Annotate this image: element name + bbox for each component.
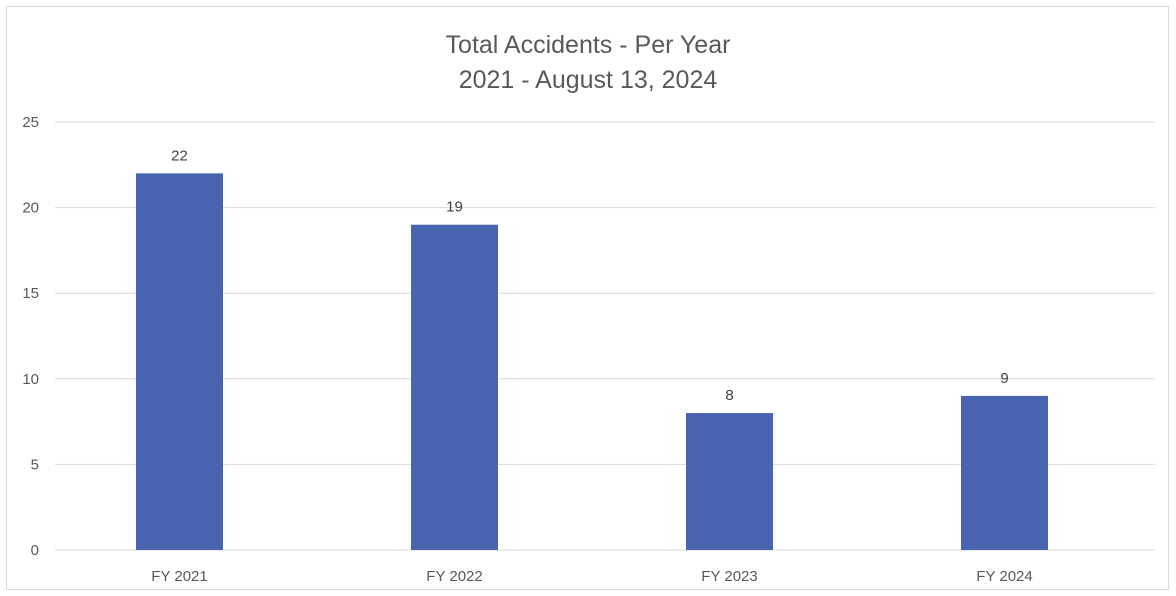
bar [411, 224, 498, 550]
data-labels: 22 19 8 9 [171, 147, 1009, 404]
data-label: 8 [725, 387, 733, 404]
y-tick-label: 0 [31, 542, 39, 559]
bars [136, 173, 1048, 551]
data-label: 22 [171, 147, 188, 164]
x-axis-tick-labels: FY 2021 FY 2022 FY 2023 FY 2024 [151, 568, 1032, 585]
x-tick-label: FY 2023 [701, 568, 757, 585]
bar [686, 413, 773, 550]
x-tick-label: FY 2021 [151, 568, 207, 585]
y-tick-label: 10 [22, 371, 39, 388]
chart-title: Total Accidents - Per Year [446, 31, 731, 59]
y-axis-tick-labels: 0 5 10 15 20 25 [22, 114, 39, 559]
y-tick-label: 5 [31, 456, 39, 473]
data-label: 19 [446, 199, 463, 216]
bar [136, 173, 223, 551]
y-tick-label: 25 [22, 114, 39, 131]
bar [961, 395, 1048, 550]
data-label: 9 [1000, 370, 1008, 387]
x-tick-label: FY 2022 [426, 568, 482, 585]
chart-subtitle: 2021 - August 13, 2024 [459, 66, 718, 94]
x-tick-label: FY 2024 [976, 568, 1032, 585]
y-tick-label: 15 [22, 285, 39, 302]
y-tick-label: 20 [22, 200, 39, 217]
